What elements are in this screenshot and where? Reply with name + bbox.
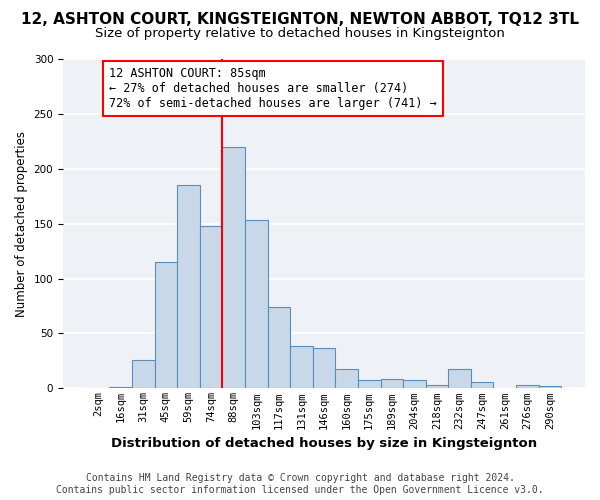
Text: 12, ASHTON COURT, KINGSTEIGNTON, NEWTON ABBOT, TQ12 3TL: 12, ASHTON COURT, KINGSTEIGNTON, NEWTON … [21, 12, 579, 28]
Y-axis label: Number of detached properties: Number of detached properties [15, 130, 28, 316]
Bar [380, 378, 403, 388]
Bar [223, 147, 245, 388]
Bar [425, 385, 448, 388]
Text: Size of property relative to detached houses in Kingsteignton: Size of property relative to detached ho… [95, 28, 505, 40]
Bar [448, 368, 471, 388]
Bar [516, 385, 539, 388]
Bar [155, 262, 177, 388]
Bar [245, 220, 268, 388]
Bar [290, 346, 313, 389]
Bar [200, 226, 223, 388]
Bar [539, 386, 561, 388]
Bar [471, 382, 493, 388]
Bar [358, 380, 380, 388]
Text: 12 ASHTON COURT: 85sqm
← 27% of detached houses are smaller (274)
72% of semi-de: 12 ASHTON COURT: 85sqm ← 27% of detached… [109, 66, 437, 110]
Bar [403, 380, 425, 388]
Bar [132, 360, 155, 388]
Bar [268, 307, 290, 388]
X-axis label: Distribution of detached houses by size in Kingsteignton: Distribution of detached houses by size … [111, 437, 537, 450]
Text: Contains HM Land Registry data © Crown copyright and database right 2024.
Contai: Contains HM Land Registry data © Crown c… [56, 474, 544, 495]
Bar [335, 368, 358, 388]
Bar [313, 348, 335, 389]
Bar [177, 186, 200, 388]
